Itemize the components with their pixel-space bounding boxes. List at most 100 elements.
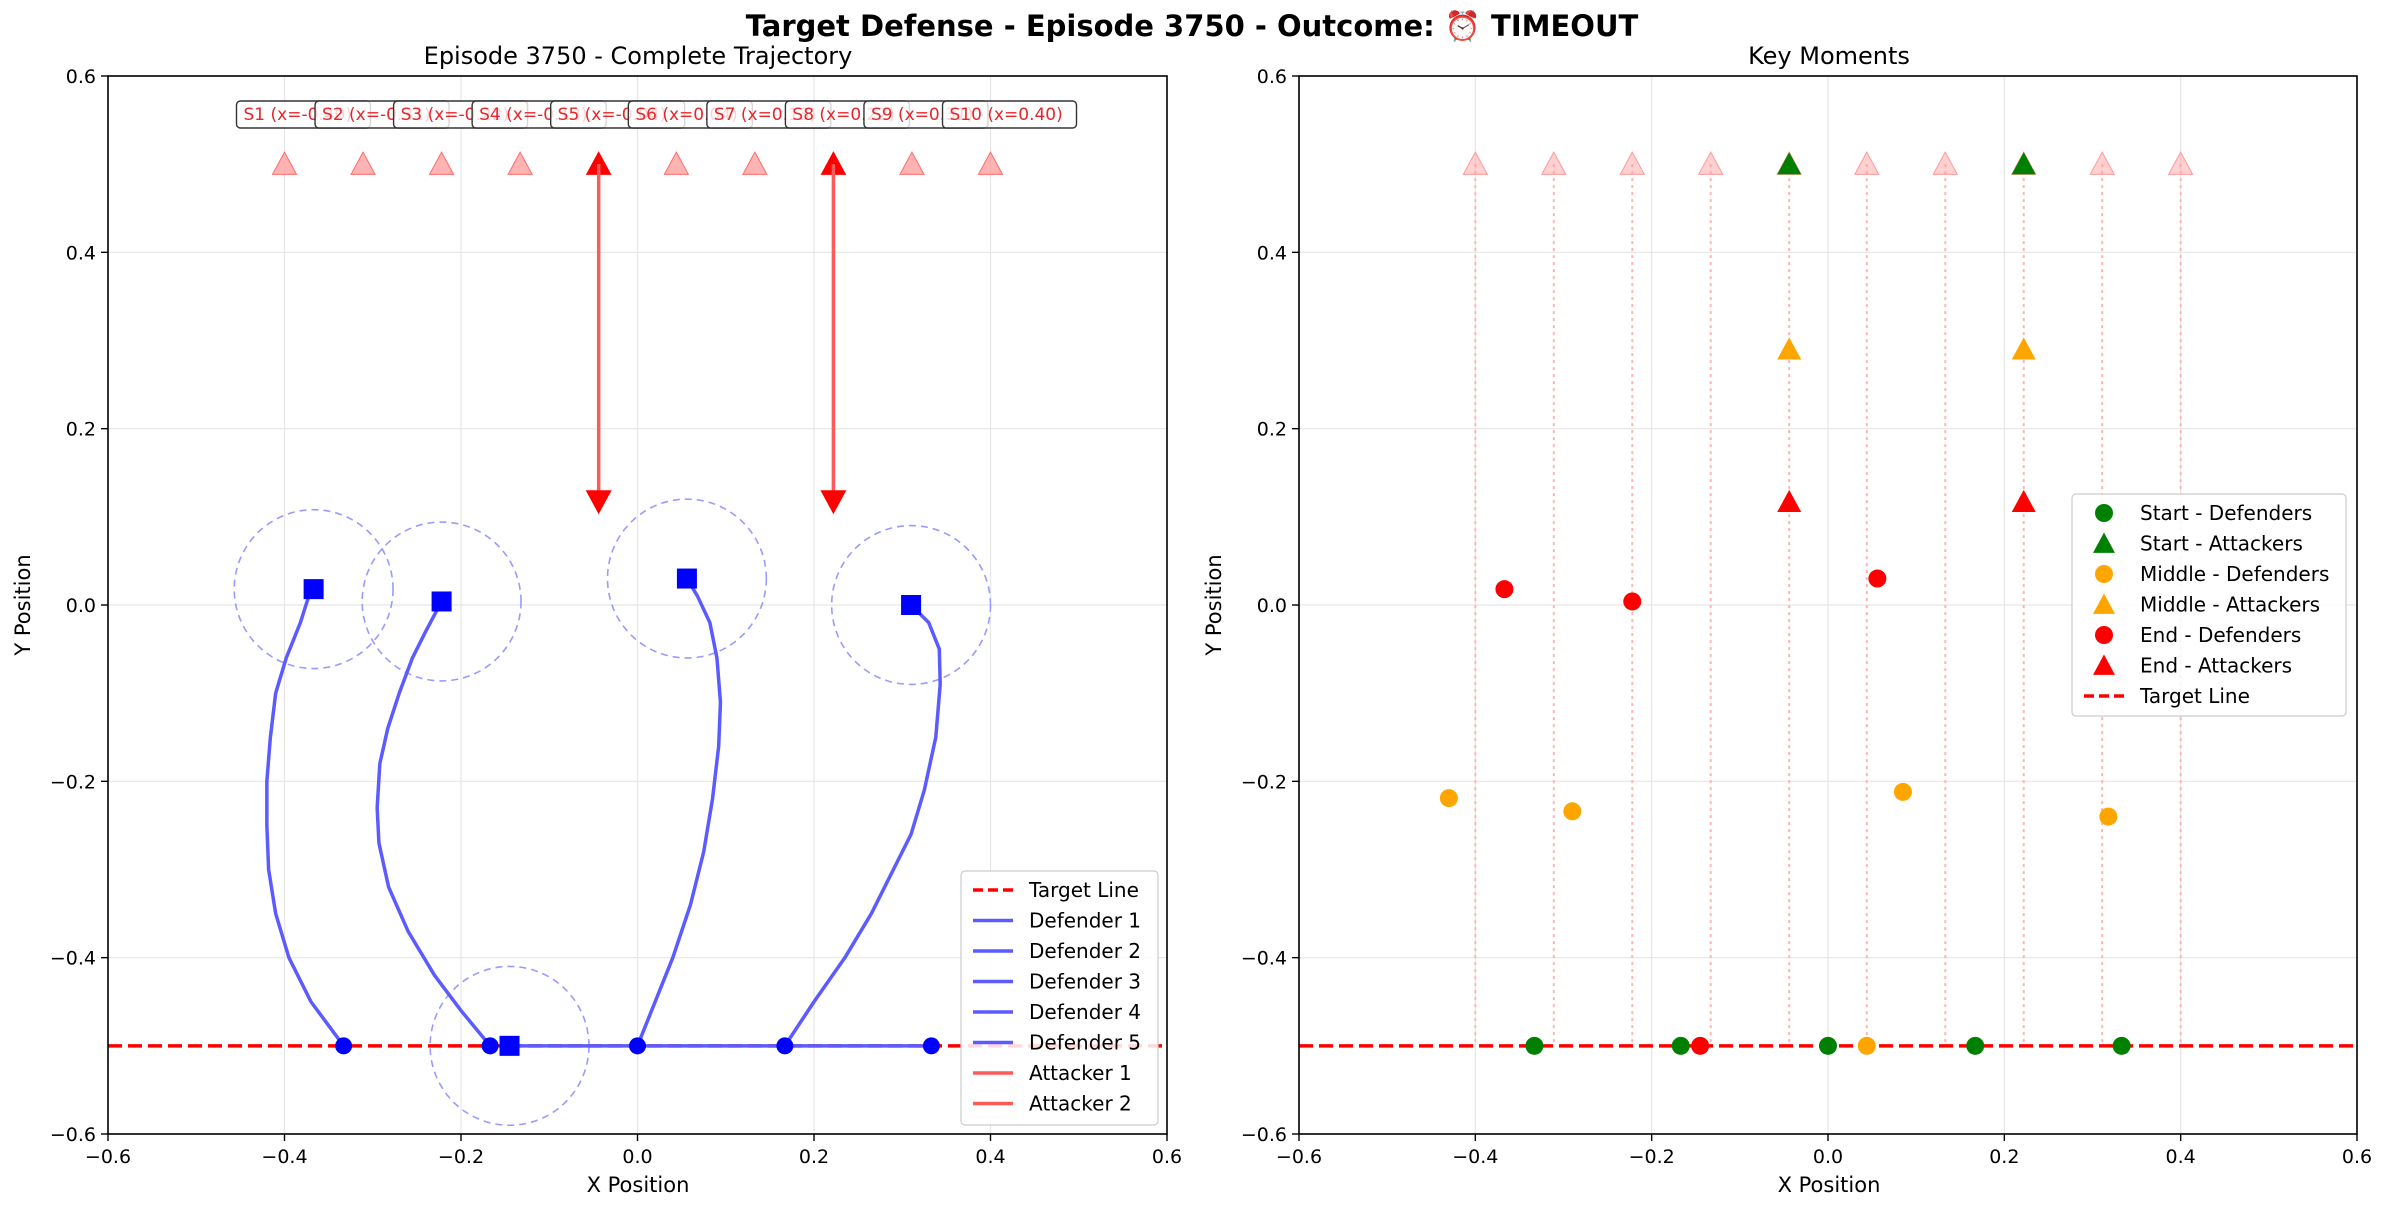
left-y-tick-label: 0.2 <box>66 419 96 441</box>
right-x-tick-label: −0.4 <box>1452 1146 1498 1168</box>
legend-entry-label: Middle - Attackers <box>2140 593 2320 617</box>
spawn-point-marker <box>2089 151 2116 175</box>
legend-entry-label: Attacker 1 <box>1029 1061 1132 1085</box>
spawn-label-box <box>941 100 1078 129</box>
right-x-axis-label: X Position <box>1778 1173 1881 1197</box>
spawn-point-marker <box>350 151 376 175</box>
defender-trajectory <box>265 587 346 1048</box>
key-moment-marker <box>1893 782 1912 801</box>
right-x-tick-label: 0.2 <box>1989 1146 2019 1168</box>
left-legend: Target Line Defender 1 Defender 2 Defender … <box>960 870 1159 1126</box>
key-moment-marker <box>2011 152 2036 175</box>
spawn-point-marker <box>977 151 1004 175</box>
legend-entry-label: End - Defenders <box>2140 623 2301 647</box>
defender-start-marker <box>922 1037 940 1055</box>
left-y-tick-label: −0.4 <box>50 948 96 970</box>
right-x-tick-label: 0.6 <box>2342 1146 2372 1168</box>
key-moment-marker <box>1777 489 1802 513</box>
left-y-tick-label: 0.6 <box>66 66 96 88</box>
legend-entry-label: Start - Attackers <box>2140 532 2303 556</box>
spawn-point-marker <box>1853 151 1880 175</box>
right-x-tick-label: −0.6 <box>1276 1146 1322 1168</box>
legend-entry-label: Defender 2 <box>1029 939 1141 963</box>
left-x-tick-label: 0.4 <box>975 1146 1005 1168</box>
defender-end-marker <box>499 1035 520 1056</box>
right-chart-panel: Key Moments X Position Y Position −0.6 −0… <box>1202 42 2372 1197</box>
legend-swatch <box>2093 593 2115 614</box>
left-legend-box <box>960 870 1159 1126</box>
defender-end-marker <box>431 591 452 612</box>
left-x-tick-label: −0.4 <box>261 1146 307 1168</box>
right-legend-box <box>2071 493 2347 717</box>
legend-entry-label: Defender 4 <box>1029 1000 1141 1024</box>
key-moment-marker <box>1671 1036 1690 1055</box>
legend-swatch <box>2093 532 2115 553</box>
key-moment-marker <box>1691 1036 1710 1055</box>
key-moment-marker <box>2011 489 2036 513</box>
spawn-point-marker <box>271 151 298 175</box>
capture-radius-circle <box>361 521 522 682</box>
right-x-tick-label: 0.4 <box>2166 1146 2196 1168</box>
right-chart-title: Key Moments <box>1748 42 1910 70</box>
right-y-tick-label: −0.6 <box>1241 1124 1287 1146</box>
legend-entry-label: Defender 1 <box>1029 909 1141 933</box>
figure-title: Target Defense - Episode 3750 - Outcome:… <box>746 8 1639 43</box>
defender-end-marker <box>676 568 697 589</box>
spawn-point-marker <box>1540 151 1567 175</box>
defender-start-marker <box>335 1037 353 1055</box>
key-moment-marker <box>1966 1036 1985 1055</box>
key-moment-marker <box>2099 807 2118 826</box>
defender-start-marker <box>481 1037 499 1055</box>
legend-entry-label: Defender 3 <box>1029 970 1141 994</box>
key-moment-marker <box>1563 802 1582 821</box>
defender-trajectory <box>375 599 492 1048</box>
defender-start-marker <box>629 1037 646 1055</box>
legend-entry-label: Attacker 2 <box>1029 1092 1132 1116</box>
defender-trajectory <box>635 576 723 1048</box>
spawn-point-marker <box>1932 151 1959 175</box>
key-moment-marker <box>1819 1036 1837 1055</box>
left-x-tick-label: 0.6 <box>1152 1146 1182 1168</box>
spawn-point-marker <box>2167 151 2194 175</box>
key-moment-marker <box>1525 1036 1544 1055</box>
right-legend: Start - Defenders Start - Attackers Middle… <box>2071 493 2347 717</box>
left-chart-title: Episode 3750 - Complete Trajectory <box>424 42 853 70</box>
left-x-tick-label: 0.2 <box>799 1146 829 1168</box>
spawn-point-marker <box>1697 151 1724 175</box>
legend-swatch <box>2095 504 2113 522</box>
left-x-axis-label: X Position <box>587 1173 690 1197</box>
spawn-point-marker <box>899 151 925 175</box>
left-y-tick-label: −0.6 <box>50 1124 96 1146</box>
right-y-axis-label: Y Position <box>1202 554 1226 656</box>
left-x-tick-label: −0.2 <box>438 1146 484 1168</box>
left-x-tick-label: −0.6 <box>85 1146 131 1168</box>
left-chart-panel: Episode 3750 - Complete Trajectory X Pos… <box>11 42 1182 1197</box>
right-x-tick-label: 0.0 <box>1813 1146 1843 1168</box>
legend-entry-label: Target Line <box>1028 878 1139 902</box>
capture-radius-circle <box>606 498 768 659</box>
key-moment-marker <box>1623 592 1642 611</box>
legend-entry-label: Target Line <box>2139 684 2250 708</box>
legend-swatch <box>2095 626 2113 644</box>
key-moment-marker <box>1777 152 1802 175</box>
defender-start-marker <box>776 1037 794 1055</box>
spawn-label: S10 (x=0.40) <box>941 100 1078 129</box>
left-y-tick-label: 0.0 <box>66 595 96 617</box>
right-y-tick-label: 0.2 <box>1257 419 1287 441</box>
capture-radius-circle <box>830 524 992 686</box>
right-y-tick-label: 0.0 <box>1257 595 1287 617</box>
left-y-tick-label: 0.4 <box>66 242 96 264</box>
right-y-tick-label: 0.4 <box>1257 242 1287 264</box>
key-moment-marker <box>1439 789 1458 808</box>
key-moment-marker <box>1495 580 1514 599</box>
spawn-point-marker <box>1619 151 1646 175</box>
legend-entry-label: Middle - Defenders <box>2140 562 2329 586</box>
left-y-axis-label: Y Position <box>11 554 35 656</box>
legend-entry-label: Defender 5 <box>1029 1031 1141 1055</box>
legend-entry-label: Start - Defenders <box>2140 501 2312 525</box>
spawn-point-marker <box>663 151 690 175</box>
left-x-tick-label: 0.0 <box>622 1146 652 1168</box>
spawn-label-text: S10 (x=0.40) <box>950 105 1063 125</box>
spawn-point-marker <box>428 151 455 175</box>
